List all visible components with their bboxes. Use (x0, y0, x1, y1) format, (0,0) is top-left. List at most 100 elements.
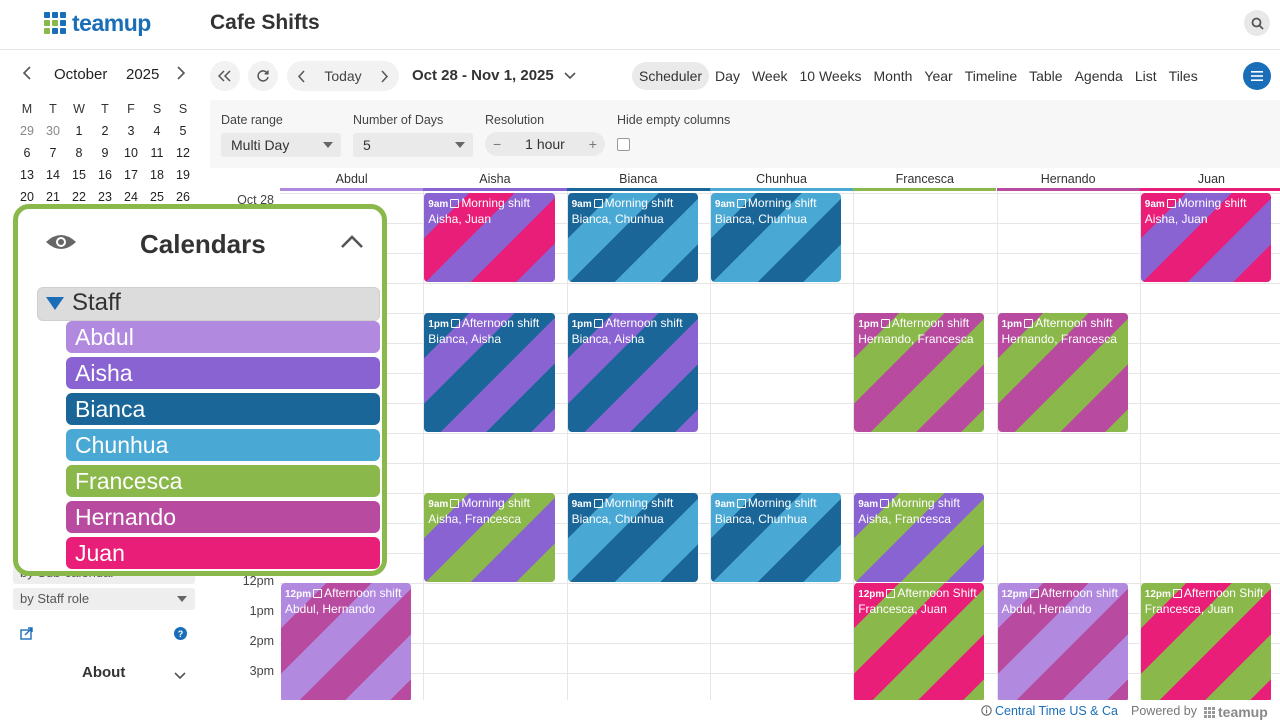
calendar-item-francesca[interactable]: Francesca (66, 465, 380, 497)
plus-button[interactable]: + (588, 136, 597, 152)
view-tab-10-weeks[interactable]: 10 Weeks (799, 68, 862, 84)
mini-day[interactable]: 30 (46, 124, 60, 138)
mini-day[interactable]: 16 (98, 168, 112, 182)
mini-day[interactable]: 9 (101, 146, 109, 160)
mini-next-month-button[interactable] (176, 66, 186, 84)
mini-day[interactable]: 26 (176, 190, 190, 204)
event-card[interactable]: 12pm Afternoon Shift Francesca, Juan (1140, 583, 1272, 700)
mini-prev-month-button[interactable] (22, 66, 32, 84)
view-tab-agenda[interactable]: Agenda (1074, 68, 1123, 84)
share-button[interactable] (20, 627, 34, 645)
view-tab-timeline[interactable]: Timeline (964, 68, 1018, 84)
staff-group-row[interactable] (37, 287, 380, 321)
view-tab-table[interactable]: Table (1029, 68, 1063, 84)
calendar-item-hernando[interactable]: Hernando (66, 501, 380, 533)
mini-month-label[interactable]: October (54, 66, 108, 83)
hide-empty-checkbox[interactable] (617, 138, 630, 151)
calendar-item-aisha[interactable]: Aisha (66, 357, 380, 389)
event-card[interactable]: 9am Morning shift Aisha, Francesca (854, 493, 985, 582)
event-card[interactable]: 9am Morning shift Bianca, Chunhua (567, 493, 698, 582)
mini-day[interactable]: 15 (72, 168, 86, 182)
event-card[interactable]: 12pm Afternoon shift Abdul, Hernando (997, 583, 1128, 700)
mini-day[interactable]: 20 (20, 190, 34, 204)
calendar-item-abdul[interactable]: Abdul (66, 321, 380, 353)
mini-day[interactable]: 12 (176, 146, 190, 160)
today-button[interactable]: Today (324, 68, 362, 84)
recurring-icon (313, 589, 323, 598)
days-select[interactable]: 5 (353, 133, 473, 157)
mini-day[interactable]: 3 (127, 124, 135, 138)
mini-day[interactable]: 29 (20, 124, 34, 138)
event-card[interactable]: 9am Morning shift Bianca, Chunhua (710, 493, 842, 582)
filter-staff-role[interactable]: by Staff role (13, 588, 195, 610)
staff-group-toggle[interactable] (46, 297, 64, 315)
calendar-item-bianca[interactable]: Bianca (66, 393, 380, 425)
search-button[interactable] (1244, 10, 1270, 36)
mini-day[interactable]: 19 (176, 168, 190, 182)
event-people: Bianca, Chunhua (714, 512, 807, 526)
time-label: 1pm (249, 604, 274, 618)
calendar-item-chunhua[interactable]: Chunhua (66, 429, 380, 461)
event-card[interactable]: 1pm Afternoon shift Hernando, Francesca (997, 313, 1128, 432)
event-card[interactable]: 9am Morning shift Bianca, Chunhua (710, 193, 842, 282)
view-tab-list[interactable]: List (1134, 68, 1157, 84)
timezone-link[interactable]: Central Time US & Ca (981, 704, 1118, 718)
minus-button[interactable]: − (493, 136, 502, 152)
view-tab-week[interactable]: Week (751, 68, 788, 84)
event-card[interactable]: 9am Morning shift Aisha, Juan (1140, 193, 1272, 282)
mini-day[interactable]: 2 (101, 124, 109, 138)
mini-day[interactable]: 25 (150, 190, 164, 204)
event-card[interactable]: 9am Morning shift Bianca, Chunhua (567, 193, 698, 282)
mini-day[interactable]: 14 (46, 168, 60, 182)
mini-day[interactable]: 22 (72, 190, 86, 204)
calendar-item-juan[interactable]: Juan (66, 537, 380, 569)
event-card[interactable]: 9am Morning shift Aisha, Juan (424, 193, 555, 282)
prev-period-button[interactable] (297, 69, 306, 83)
row-divider (280, 613, 1280, 614)
view-tab-month[interactable]: Month (873, 68, 913, 84)
view-tab-tiles[interactable]: Tiles (1168, 68, 1198, 84)
mini-day[interactable]: 17 (124, 168, 138, 182)
mini-day[interactable]: 10 (124, 146, 138, 160)
collapse-sidebar-button[interactable] (210, 61, 240, 91)
event-header: 9am Morning shift (428, 496, 550, 512)
mini-day[interactable]: 1 (75, 124, 83, 138)
refresh-button[interactable] (248, 61, 278, 91)
mini-day[interactable]: 11 (150, 146, 164, 160)
mini-day[interactable]: 7 (49, 146, 57, 160)
help-button[interactable]: ? (174, 627, 187, 645)
next-period-button[interactable] (380, 69, 389, 83)
about-chevron[interactable] (174, 667, 186, 685)
footer-brand[interactable]: teamup (1204, 704, 1268, 720)
event-header: 9am Morning shift (428, 196, 550, 212)
teamup-logo[interactable]: teamup (44, 10, 151, 36)
main-menu-button[interactable] (1243, 62, 1271, 90)
column-header: Bianca (566, 170, 710, 191)
event-card[interactable]: 12pm Afternoon shift Abdul, Hernando (281, 583, 412, 700)
view-tab-scheduler[interactable]: Scheduler (632, 62, 710, 90)
date-range-picker[interactable]: Oct 28 - Nov 1, 2025 (412, 67, 576, 84)
column-header-label: Bianca (619, 172, 658, 186)
event-card[interactable]: 9am Morning shift Aisha, Francesca (424, 493, 555, 582)
view-tab-day[interactable]: Day (715, 68, 740, 84)
mini-day[interactable]: 8 (75, 146, 83, 160)
mini-day[interactable]: 6 (23, 146, 31, 160)
mini-day[interactable]: 24 (124, 190, 138, 204)
caret-down-icon (455, 142, 465, 148)
event-card[interactable]: 1pm Afternoon shift Bianca, Aisha (424, 313, 555, 432)
visibility-toggle[interactable] (45, 233, 77, 256)
mini-day[interactable]: 18 (150, 168, 164, 182)
collapse-calendars-button[interactable] (340, 235, 364, 254)
mini-day[interactable]: 4 (153, 124, 161, 138)
mini-day[interactable]: 21 (46, 190, 60, 204)
event-card[interactable]: 12pm Afternoon Shift Francesca, Juan (854, 583, 985, 700)
about-section-toggle[interactable]: About (82, 664, 125, 681)
mini-year-label[interactable]: 2025 (126, 66, 160, 83)
mini-day[interactable]: 13 (20, 168, 34, 182)
date-range-select[interactable]: Multi Day (221, 133, 341, 157)
mini-day[interactable]: 5 (179, 124, 187, 138)
mini-day[interactable]: 23 (98, 190, 112, 204)
event-card[interactable]: 1pm Afternoon shift Hernando, Francesca (854, 313, 985, 432)
event-card[interactable]: 1pm Afternoon shift Bianca, Aisha (567, 313, 698, 432)
view-tab-year[interactable]: Year (924, 68, 953, 84)
